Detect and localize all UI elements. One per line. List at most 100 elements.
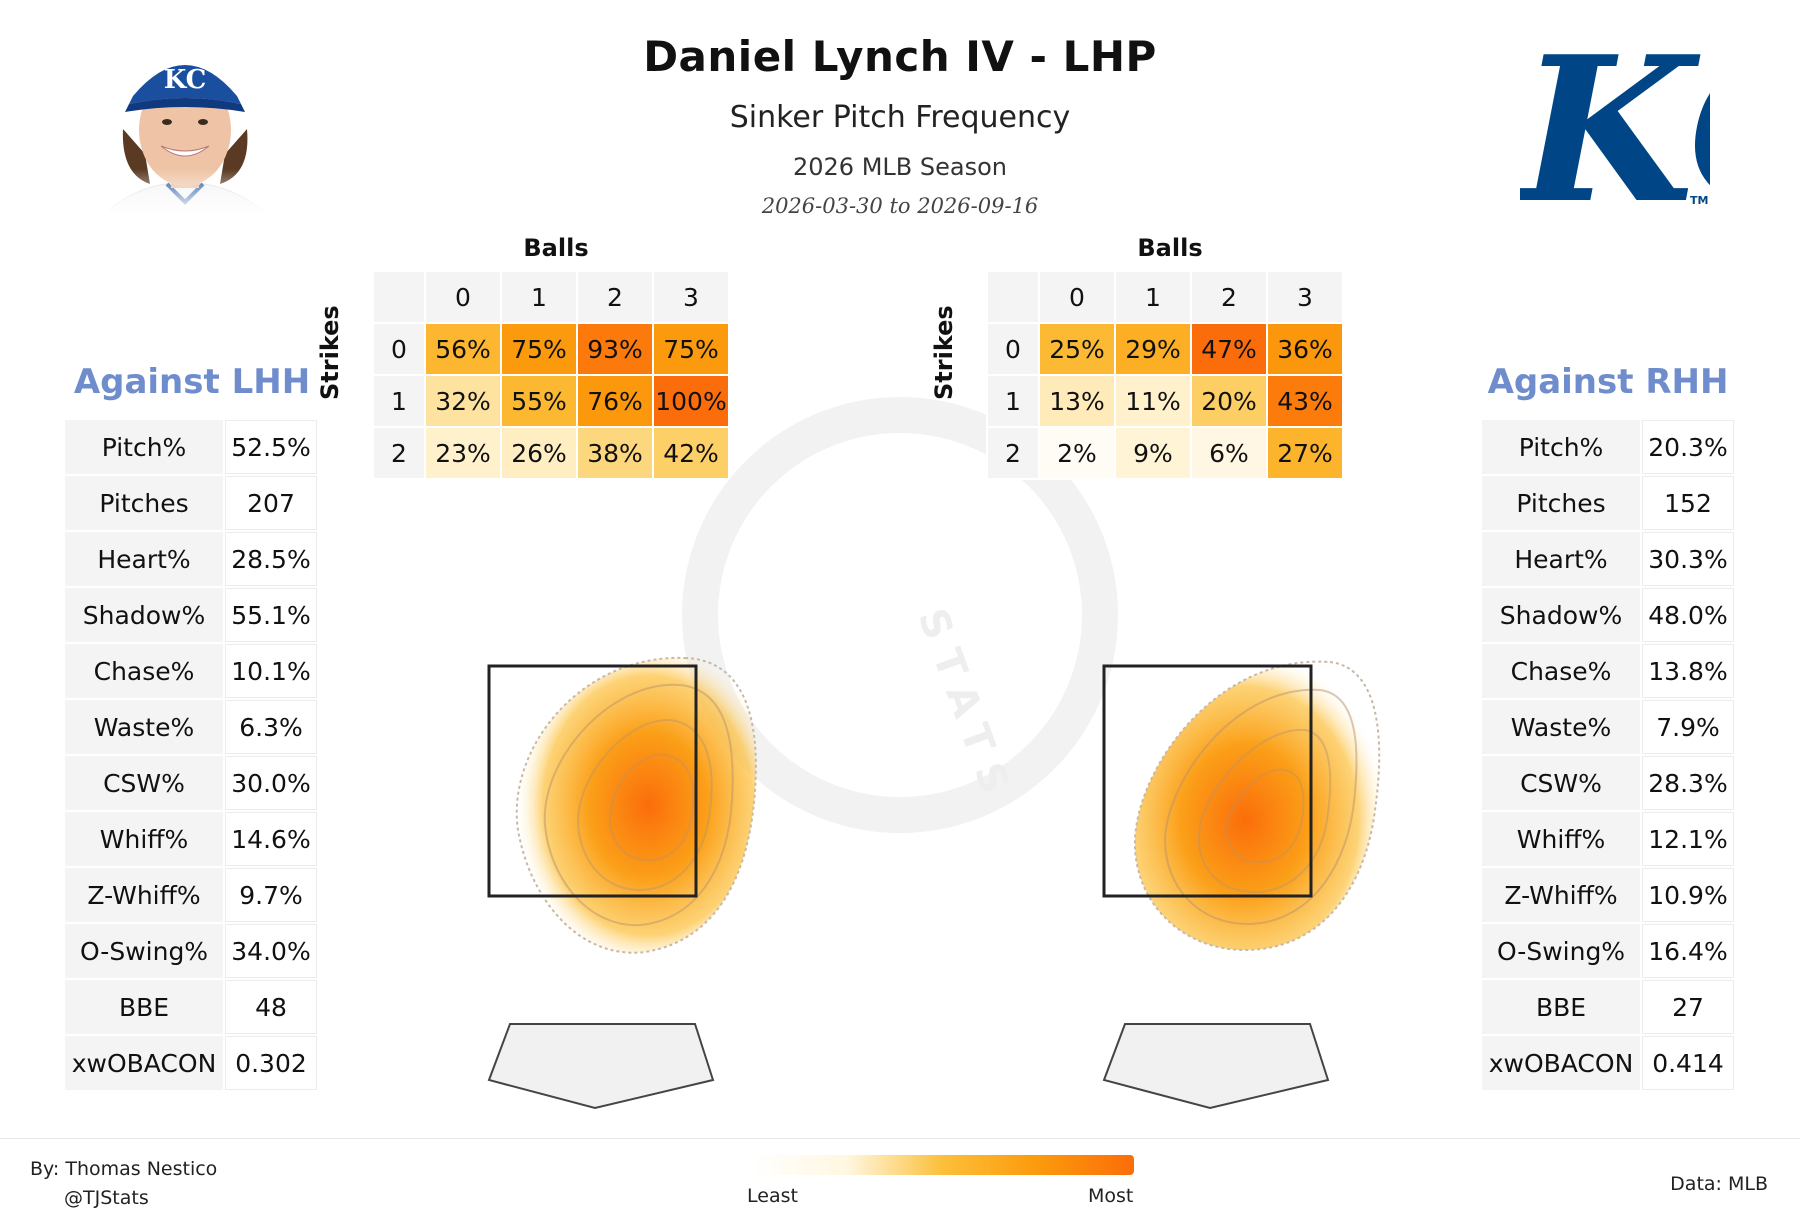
grid-corner (372, 270, 426, 324)
watermark-text: STATS (909, 603, 1023, 813)
grid-corner (986, 270, 1040, 324)
right-stat-row: Shadow% 48.0% (1480, 586, 1736, 644)
right-stat-row: Chase% 13.8% (1480, 642, 1736, 700)
strikes-tick-label: 0 (372, 322, 426, 376)
left-stat-row: Z-Whiff% 9.7% (63, 866, 319, 924)
balls-tick-label: 1 (500, 270, 578, 324)
left-stat-label: xwOBACON (63, 1034, 225, 1092)
left-stat-value: 207 (223, 474, 319, 532)
right-stat-value: 27 (1640, 978, 1736, 1036)
right-stat-row: CSW% 28.3% (1480, 754, 1736, 812)
left-stat-label: Heart% (63, 530, 225, 588)
count-cell: 43% (1266, 374, 1344, 428)
rhh-contour-4 (1225, 768, 1305, 864)
right-stat-value: 20.3% (1640, 418, 1736, 476)
left-stat-label: Pitch% (63, 418, 225, 476)
rhh-density-cloud (1134, 661, 1380, 950)
left-panel-title: Against LHH (73, 362, 311, 402)
right-stat-row: BBE 27 (1480, 978, 1736, 1036)
right-stat-value: 16.4% (1640, 922, 1736, 980)
right-stat-row: Z-Whiff% 10.9% (1480, 866, 1736, 924)
left-stats-table: Pitch% 52.5% Pitches 207 Heart% 28.5% Shadow% 5… (63, 418, 319, 1092)
left-stat-value: 0.302 (223, 1034, 319, 1092)
strikes-tick-label: 2 (372, 426, 426, 480)
balls-tick-label: 0 (1038, 270, 1116, 324)
left-stat-label: Chase% (63, 642, 225, 700)
left-stat-row: Pitch% 52.5% (63, 418, 319, 476)
left-stat-row: Heart% 28.5% (63, 530, 319, 588)
right-stat-label: Heart% (1480, 530, 1642, 588)
right-stat-value: 10.9% (1640, 866, 1736, 924)
count-cell: 93% (576, 322, 654, 376)
legend-most-label: Most (1088, 1185, 1134, 1207)
left-stat-value: 30.0% (223, 754, 319, 812)
left-stat-label: Shadow% (63, 586, 225, 644)
count-cell: 2% (1038, 426, 1116, 480)
count-cell: 55% (500, 374, 578, 428)
count-cell: 32% (424, 374, 502, 428)
right-stat-label: CSW% (1480, 754, 1642, 812)
left-stat-value: 52.5% (223, 418, 319, 476)
left-stat-label: Z-Whiff% (63, 866, 225, 924)
left-stat-label: BBE (63, 978, 225, 1036)
left-stat-row: Shadow% 55.1% (63, 586, 319, 644)
right-stat-label: Pitch% (1480, 418, 1642, 476)
strikes-tick-label: 2 (986, 426, 1040, 480)
right-stat-label: Pitches (1480, 474, 1642, 532)
footer-handle: @TJStats (64, 1187, 149, 1209)
right-stat-label: Shadow% (1480, 586, 1642, 644)
right-panel-title: Against RHH (1487, 362, 1729, 402)
left-stat-value: 34.0% (223, 922, 319, 980)
date-range: 2026-03-30 to 2026-09-16 (761, 194, 1039, 218)
right-stat-value: 30.3% (1640, 530, 1736, 588)
count-cell: 42% (652, 426, 730, 480)
count-grid-lhh: 0 1 2 3 0 56% 75% 93% 75% 1 32% 55% 76% 100% 2 23% 26% 38… (372, 270, 730, 480)
left-stat-label: O-Swing% (63, 922, 225, 980)
left-stat-row: CSW% 30.0% (63, 754, 319, 812)
rhh-strike-zone (1102, 664, 1313, 898)
team-logo: KC TM (1520, 32, 1710, 212)
left-stat-row: Whiff% 14.6% (63, 810, 319, 868)
rhh-contour-2 (1163, 688, 1358, 926)
count-cell: 23% (424, 426, 502, 480)
left-stat-row: BBE 48 (63, 978, 319, 1036)
count-grid-rhh: 0 1 2 3 0 25% 29% 47% 36% 1 13% 11% 20% 43% 2 2% 9% 6% 27% (986, 270, 1344, 480)
count-cell: 36% (1266, 322, 1344, 376)
balls-tick-label: 2 (1190, 270, 1268, 324)
footer-divider (0, 1138, 1800, 1139)
lhh-strike-zone (487, 664, 698, 898)
lhh-contour-3 (576, 718, 713, 892)
left-stat-row: Waste% 6.3% (63, 698, 319, 756)
footer-author: By: Thomas Nestico (30, 1158, 218, 1180)
balls-tick-label: 0 (424, 270, 502, 324)
rhh-outer-contour (1133, 660, 1381, 952)
strikes-tick-label: 1 (986, 374, 1040, 428)
left-stat-label: CSW% (63, 754, 225, 812)
lhh-home-plate (487, 1023, 715, 1110)
right-stat-row: Waste% 7.9% (1480, 698, 1736, 756)
footer-data-source: Data: MLB (1670, 1173, 1768, 1195)
left-stat-row: Pitches 207 (63, 474, 319, 532)
count-cell: 75% (500, 322, 578, 376)
page-subtitle: Sinker Pitch Frequency (729, 100, 1071, 135)
right-stat-label: Chase% (1480, 642, 1642, 700)
left-stat-row: Chase% 10.1% (63, 642, 319, 700)
left-stat-row: O-Swing% 34.0% (63, 922, 319, 980)
count-cell: 38% (576, 426, 654, 480)
left-stat-value: 6.3% (223, 698, 319, 756)
watermark-logo: STATS (682, 397, 1118, 833)
rhh-location-density (1102, 660, 1381, 952)
page-title: Daniel Lynch IV - LHP (643, 32, 1157, 81)
left-stat-label: Pitches (63, 474, 225, 532)
left-stat-value: 48 (223, 978, 319, 1036)
lhh-contour-2 (543, 683, 734, 927)
right-stat-label: Waste% (1480, 698, 1642, 756)
right-stat-value: 13.8% (1640, 642, 1736, 700)
count-cell: 20% (1190, 374, 1268, 428)
strikes-tick-label: 1 (372, 374, 426, 428)
rhh-strikes-label: Strikes (930, 305, 958, 400)
left-stat-label: Whiff% (63, 810, 225, 868)
right-stat-label: Whiff% (1480, 810, 1642, 868)
count-cell: 47% (1190, 322, 1268, 376)
right-stat-value: 152 (1640, 474, 1736, 532)
